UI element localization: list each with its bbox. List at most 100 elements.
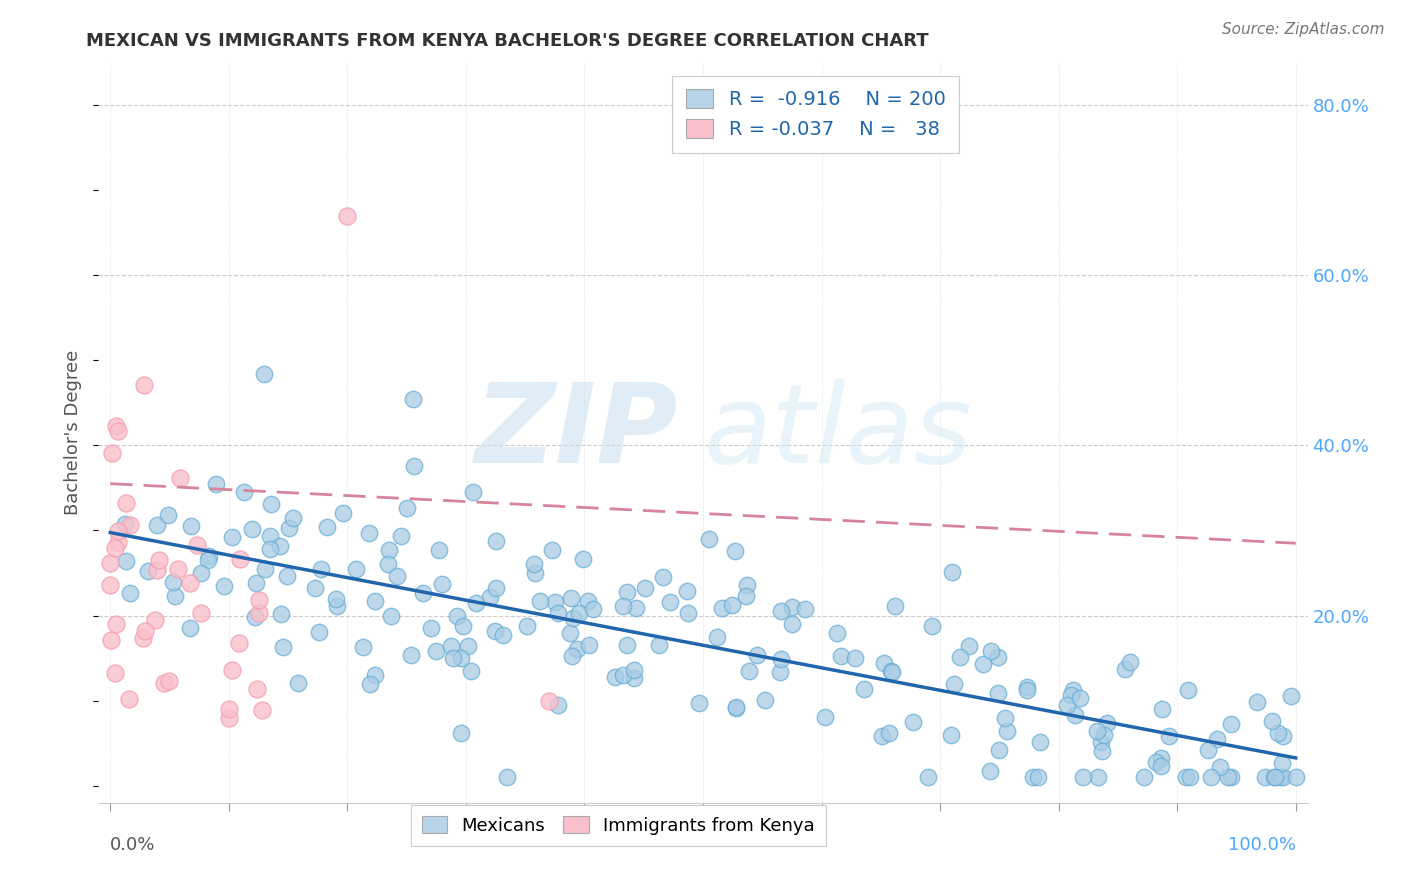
Point	[980, 644, 1002, 658]
Point	[647, 638, 669, 652]
Point	[1015, 682, 1038, 697]
Point	[988, 743, 1011, 757]
Point	[107, 524, 129, 539]
Point	[270, 607, 292, 622]
Point	[259, 541, 281, 556]
Point	[253, 367, 276, 381]
Point	[359, 677, 381, 691]
Point	[278, 521, 301, 535]
Point	[364, 667, 387, 681]
Point	[104, 666, 127, 681]
Point	[308, 625, 330, 640]
Point	[457, 640, 479, 654]
Point	[561, 649, 583, 664]
Point	[1178, 770, 1201, 784]
Point	[395, 501, 418, 516]
Point	[228, 635, 250, 649]
Point	[157, 673, 180, 688]
Point	[769, 652, 792, 666]
Point	[995, 723, 1018, 738]
Point	[949, 649, 972, 664]
Point	[612, 599, 634, 614]
Point	[1264, 770, 1286, 784]
Point	[1159, 729, 1181, 743]
Point	[1246, 695, 1268, 709]
Point	[676, 583, 699, 598]
Point	[309, 562, 332, 576]
Point	[240, 522, 263, 536]
Point	[440, 639, 463, 653]
Point	[352, 640, 374, 654]
Point	[917, 770, 939, 784]
Point	[576, 594, 599, 608]
Point	[260, 497, 283, 511]
Text: Source: ZipAtlas.com: Source: ZipAtlas.com	[1222, 22, 1385, 37]
Point	[451, 619, 474, 633]
Point	[104, 541, 127, 556]
Point	[399, 648, 422, 662]
Point	[1090, 744, 1112, 758]
Point	[734, 589, 756, 603]
Point	[623, 664, 645, 678]
Point	[1271, 756, 1294, 771]
Point	[1085, 723, 1108, 738]
Point	[115, 554, 138, 568]
Point	[136, 565, 159, 579]
Point	[1197, 742, 1219, 756]
Point	[461, 485, 484, 500]
Point	[1209, 759, 1232, 773]
Point	[1220, 716, 1243, 731]
Point	[1268, 770, 1291, 784]
Point	[107, 424, 129, 438]
Point	[163, 589, 186, 603]
Point	[304, 581, 326, 595]
Point	[429, 543, 451, 558]
Point	[987, 686, 1010, 700]
Point	[1285, 770, 1308, 784]
Point	[273, 640, 295, 655]
Point	[246, 681, 269, 696]
Point	[1087, 770, 1109, 784]
Point	[626, 601, 648, 615]
Point	[1267, 726, 1289, 740]
Point	[492, 628, 515, 642]
Point	[100, 633, 122, 648]
Point	[326, 599, 349, 613]
Point	[479, 590, 502, 604]
Point	[1272, 770, 1295, 784]
Point	[389, 529, 412, 543]
Point	[1069, 690, 1091, 705]
Point	[197, 549, 219, 564]
Point	[724, 544, 747, 558]
Point	[523, 557, 546, 571]
Point	[179, 576, 201, 591]
Point	[269, 539, 291, 553]
Point	[872, 729, 894, 743]
Point	[844, 651, 866, 665]
Point	[378, 543, 401, 558]
Point	[190, 606, 212, 620]
Point	[114, 516, 136, 531]
Point	[316, 520, 339, 534]
Point	[153, 675, 176, 690]
Point	[1254, 770, 1277, 784]
Point	[568, 606, 591, 620]
Point	[247, 606, 270, 620]
Point	[1150, 702, 1173, 716]
Point	[1062, 683, 1084, 698]
Point	[901, 715, 924, 730]
Point	[1216, 770, 1239, 784]
Point	[754, 693, 776, 707]
Point	[879, 725, 901, 739]
Point	[1263, 770, 1285, 784]
Point	[852, 681, 875, 696]
Point	[385, 569, 408, 583]
Point	[100, 578, 122, 592]
Point	[941, 565, 963, 579]
Point	[547, 698, 569, 712]
Point	[688, 696, 710, 710]
Point	[460, 664, 482, 678]
Point	[659, 595, 682, 609]
Point	[484, 624, 506, 638]
Point	[485, 533, 508, 548]
